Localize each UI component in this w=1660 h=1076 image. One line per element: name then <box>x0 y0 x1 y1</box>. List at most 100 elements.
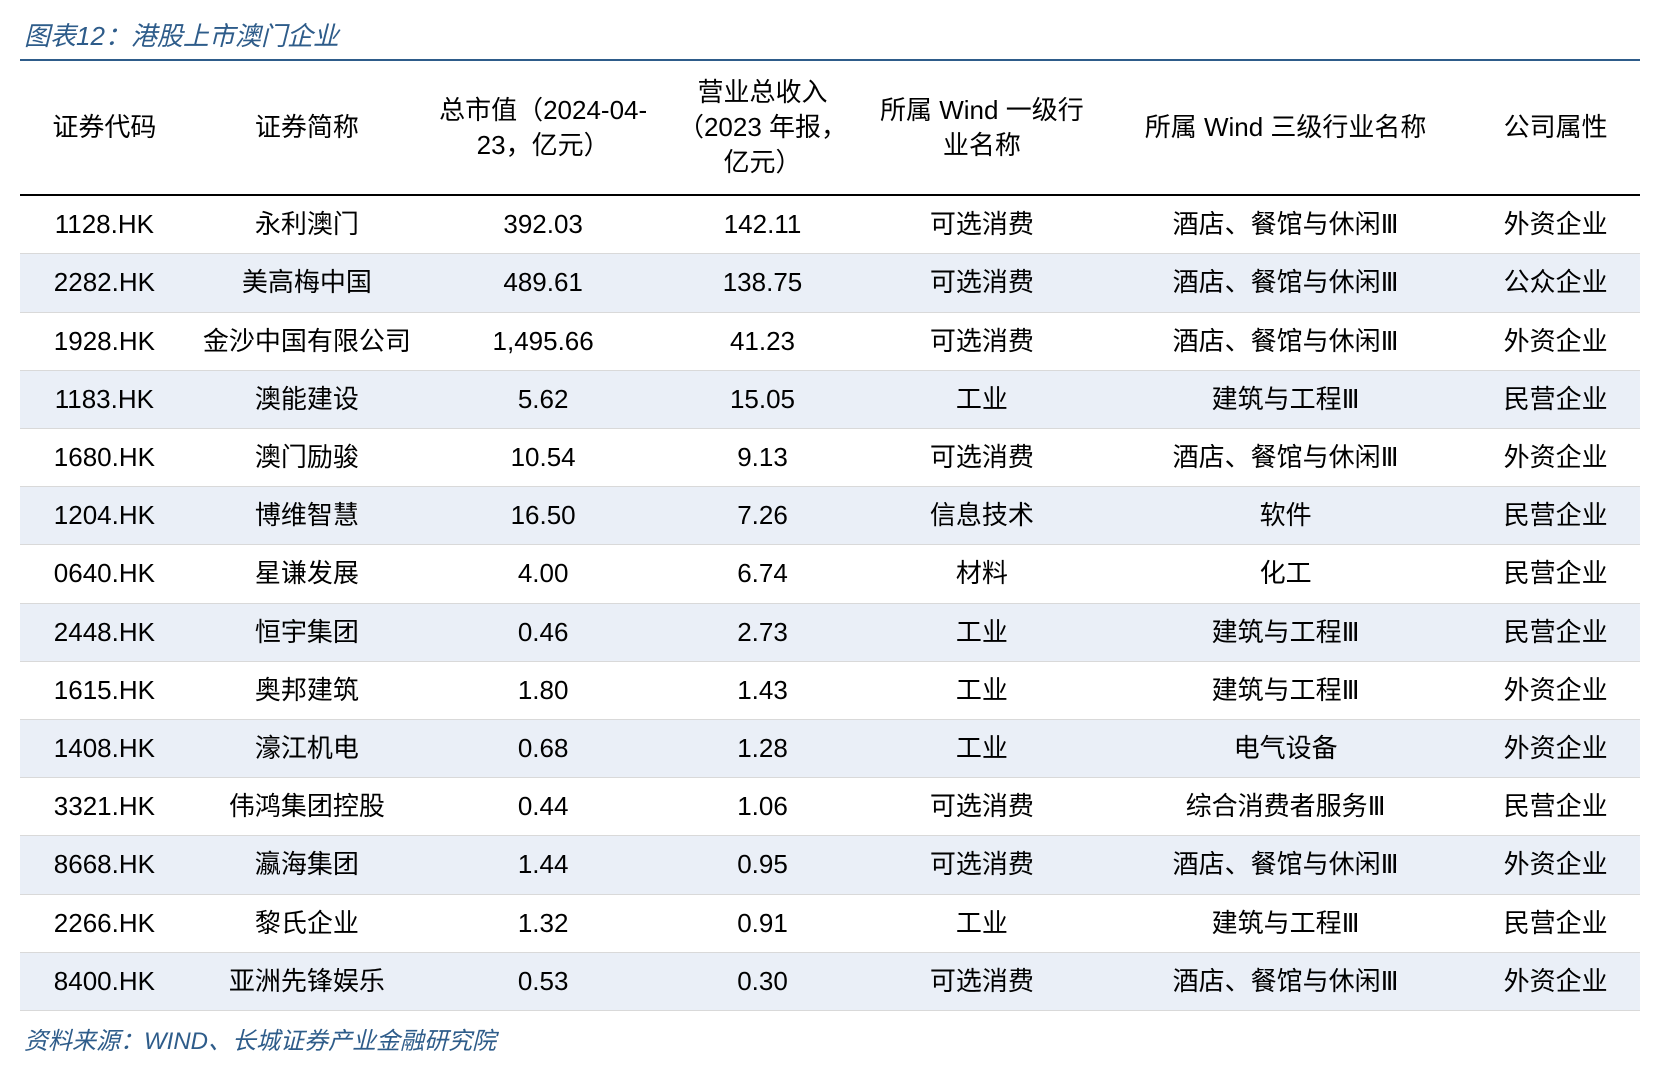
table-cell: 化工 <box>1100 545 1471 603</box>
table-cell: 可选消费 <box>864 952 1100 1010</box>
table-cell: 0.46 <box>425 603 661 661</box>
table-cell: 1.28 <box>661 719 863 777</box>
table-cell: 4.00 <box>425 545 661 603</box>
table-cell: 民营企业 <box>1471 603 1640 661</box>
table-cell: 2266.HK <box>20 894 189 952</box>
table-cell: 7.26 <box>661 487 863 545</box>
table-cell: 1,495.66 <box>425 312 661 370</box>
table-cell: 酒店、餐馆与休闲Ⅲ <box>1100 836 1471 894</box>
table-cell: 金沙中国有限公司 <box>189 312 425 370</box>
table-cell: 外资企业 <box>1471 312 1640 370</box>
table-cell: 建筑与工程Ⅲ <box>1100 661 1471 719</box>
table-cell: 奥邦建筑 <box>189 661 425 719</box>
table-cell: 建筑与工程Ⅲ <box>1100 603 1471 661</box>
table-cell: 2448.HK <box>20 603 189 661</box>
table-cell: 16.50 <box>425 487 661 545</box>
col-header-name: 证券简称 <box>189 61 425 195</box>
table-cell: 酒店、餐馆与休闲Ⅲ <box>1100 312 1471 370</box>
table-row: 1928.HK金沙中国有限公司1,495.6641.23可选消费酒店、餐馆与休闲… <box>20 312 1640 370</box>
table-cell: 外资企业 <box>1471 429 1640 487</box>
table-cell: 6.74 <box>661 545 863 603</box>
table-cell: 工业 <box>864 719 1100 777</box>
table-row: 1204.HK博维智慧16.507.26信息技术软件民营企业 <box>20 487 1640 545</box>
table-cell: 工业 <box>864 603 1100 661</box>
data-table: 证券代码 证券简称 总市值（2024-04-23，亿元） 营业总收入（2023 … <box>20 61 1640 1011</box>
table-cell: 民营企业 <box>1471 545 1640 603</box>
table-row: 2282.HK美高梅中国489.61138.75可选消费酒店、餐馆与休闲Ⅲ公众企… <box>20 254 1640 312</box>
col-header-revenue: 营业总收入（2023 年报，亿元） <box>661 61 863 195</box>
table-cell: 489.61 <box>425 254 661 312</box>
table-cell: 酒店、餐馆与休闲Ⅲ <box>1100 254 1471 312</box>
table-cell: 1.43 <box>661 661 863 719</box>
table-cell: 恒宇集团 <box>189 603 425 661</box>
table-cell: 0.30 <box>661 952 863 1010</box>
source-citation: 资料来源：WIND、长城证券产业金融研究院 <box>20 1011 1640 1056</box>
table-cell: 1680.HK <box>20 429 189 487</box>
table-cell: 1408.HK <box>20 719 189 777</box>
table-cell: 永利澳门 <box>189 195 425 254</box>
table-cell: 15.05 <box>661 370 863 428</box>
table-cell: 10.54 <box>425 429 661 487</box>
table-cell: 外资企业 <box>1471 952 1640 1010</box>
chart-title: 图表12：港股上市澳门企业 <box>20 10 1640 61</box>
table-cell: 138.75 <box>661 254 863 312</box>
table-cell: 外资企业 <box>1471 661 1640 719</box>
table-cell: 黎氏企业 <box>189 894 425 952</box>
table-cell: 酒店、餐馆与休闲Ⅲ <box>1100 195 1471 254</box>
table-cell: 美高梅中国 <box>189 254 425 312</box>
table-cell: 1.80 <box>425 661 661 719</box>
table-cell: 信息技术 <box>864 487 1100 545</box>
table-cell: 2.73 <box>661 603 863 661</box>
table-cell: 8400.HK <box>20 952 189 1010</box>
table-cell: 0.91 <box>661 894 863 952</box>
table-cell: 亚洲先锋娱乐 <box>189 952 425 1010</box>
table-cell: 1928.HK <box>20 312 189 370</box>
table-cell: 酒店、餐馆与休闲Ⅲ <box>1100 429 1471 487</box>
table-cell: 0.68 <box>425 719 661 777</box>
table-row: 8400.HK亚洲先锋娱乐0.530.30可选消费酒店、餐馆与休闲Ⅲ外资企业 <box>20 952 1640 1010</box>
table-cell: 可选消费 <box>864 836 1100 894</box>
table-cell: 1.32 <box>425 894 661 952</box>
table-cell: 1183.HK <box>20 370 189 428</box>
table-row: 8668.HK瀛海集团1.440.95可选消费酒店、餐馆与休闲Ⅲ外资企业 <box>20 836 1640 894</box>
table-cell: 民营企业 <box>1471 778 1640 836</box>
table-cell: 综合消费者服务Ⅲ <box>1100 778 1471 836</box>
table-cell: 民营企业 <box>1471 894 1640 952</box>
table-cell: 工业 <box>864 661 1100 719</box>
table-cell: 电气设备 <box>1100 719 1471 777</box>
table-cell: 瀛海集团 <box>189 836 425 894</box>
table-cell: 软件 <box>1100 487 1471 545</box>
table-cell: 392.03 <box>425 195 661 254</box>
col-header-wind1: 所属 Wind 一级行业名称 <box>864 61 1100 195</box>
table-row: 1128.HK永利澳门392.03142.11可选消费酒店、餐馆与休闲Ⅲ外资企业 <box>20 195 1640 254</box>
table-cell: 41.23 <box>661 312 863 370</box>
table-row: 1183.HK澳能建设5.6215.05工业建筑与工程Ⅲ民营企业 <box>20 370 1640 428</box>
table-cell: 酒店、餐馆与休闲Ⅲ <box>1100 952 1471 1010</box>
col-header-attr: 公司属性 <box>1471 61 1640 195</box>
table-cell: 伟鸿集团控股 <box>189 778 425 836</box>
col-header-code: 证券代码 <box>20 61 189 195</box>
table-cell: 5.62 <box>425 370 661 428</box>
table-cell: 8668.HK <box>20 836 189 894</box>
table-cell: 0.95 <box>661 836 863 894</box>
table-cell: 1615.HK <box>20 661 189 719</box>
table-cell: 0.53 <box>425 952 661 1010</box>
table-cell: 可选消费 <box>864 254 1100 312</box>
table-cell: 3321.HK <box>20 778 189 836</box>
table-row: 0640.HK星谦发展4.006.74材料化工民营企业 <box>20 545 1640 603</box>
table-cell: 材料 <box>864 545 1100 603</box>
table-cell: 濠江机电 <box>189 719 425 777</box>
table-row: 1408.HK濠江机电0.681.28工业电气设备外资企业 <box>20 719 1640 777</box>
table-cell: 民营企业 <box>1471 487 1640 545</box>
data-table-container: 证券代码 证券简称 总市值（2024-04-23，亿元） 营业总收入（2023 … <box>20 61 1640 1011</box>
table-cell: 工业 <box>864 370 1100 428</box>
table-cell: 公众企业 <box>1471 254 1640 312</box>
table-cell: 外资企业 <box>1471 195 1640 254</box>
table-cell: 9.13 <box>661 429 863 487</box>
table-cell: 可选消费 <box>864 195 1100 254</box>
table-row: 2448.HK恒宇集团0.462.73工业建筑与工程Ⅲ民营企业 <box>20 603 1640 661</box>
table-cell: 1204.HK <box>20 487 189 545</box>
table-row: 1680.HK澳门励骏10.549.13可选消费酒店、餐馆与休闲Ⅲ外资企业 <box>20 429 1640 487</box>
table-body: 1128.HK永利澳门392.03142.11可选消费酒店、餐馆与休闲Ⅲ外资企业… <box>20 195 1640 1010</box>
table-cell: 外资企业 <box>1471 719 1640 777</box>
